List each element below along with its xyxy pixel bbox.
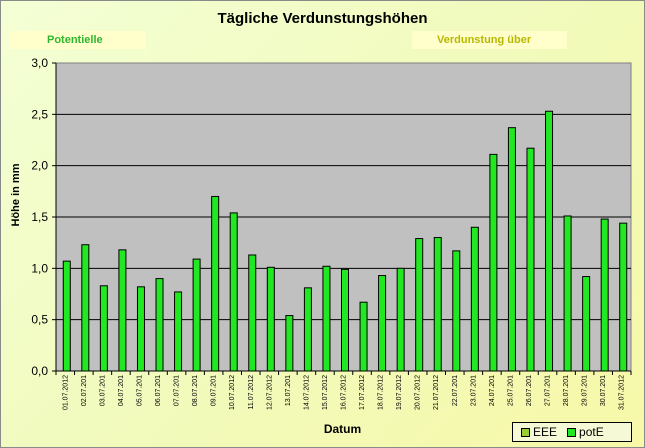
x-tick-label: 07.07.201 [174, 375, 181, 406]
x-tick-label: 15.07.2012 [322, 375, 329, 410]
note-potentielle: Potentielle [9, 31, 146, 49]
bar-pote [619, 222, 628, 372]
legend-item-eee: EEE [521, 425, 557, 439]
bar-pote [136, 286, 145, 372]
legend-item-pote: potE [567, 425, 604, 439]
x-tick-label: 26.07.201 [526, 375, 533, 406]
x-tick-label: 16.07.2012 [341, 375, 348, 410]
bar-pote [192, 258, 201, 372]
bar-pote [396, 267, 405, 372]
bar-pote [470, 226, 479, 372]
x-tick-label: 21.07.2012 [433, 375, 440, 410]
legend-label-eee: EEE [533, 425, 558, 439]
x-tick-label: 18.07.2012 [378, 375, 385, 410]
x-tick-label: 23.07.201 [470, 375, 477, 406]
bar-pote [415, 238, 424, 372]
x-tick-label: 19.07.2012 [396, 375, 403, 410]
bar-pote [81, 244, 90, 372]
bar-pote [489, 153, 498, 372]
y-axis-label: Höhe in mm [10, 163, 22, 227]
y-tick-label: 2,0 [31, 159, 48, 173]
bar-pote [507, 127, 516, 372]
x-tick-label: 28.07.201 [563, 375, 570, 406]
bar-pote [174, 291, 183, 372]
bar-pote [62, 260, 71, 372]
x-tick-label: 05.07.201 [136, 375, 143, 406]
x-tick-label: 03.07.201 [99, 375, 106, 406]
x-tick-label: 09.07.201 [211, 375, 218, 406]
bar-pote [118, 249, 127, 372]
x-tick-label: 30.07.201 [600, 375, 607, 406]
x-tick-label: 14.07.2012 [303, 375, 310, 410]
x-tick-label: 27.07.201 [545, 375, 552, 406]
bar-pote [378, 275, 387, 372]
legend-swatch-eee [521, 427, 530, 437]
bar-pote [322, 265, 331, 372]
chart-title: Tägliche Verdunstungshöhen [217, 10, 428, 27]
bar-pote [600, 218, 609, 372]
x-tick-label: 08.07.201 [192, 375, 199, 406]
legend-swatch-pote [567, 427, 577, 437]
x-tick-label: 24.07.201 [489, 375, 496, 406]
bar-pote [266, 266, 275, 372]
x-tick-label: 10.07.2012 [229, 375, 236, 410]
bar-pote [433, 237, 442, 372]
y-tick-label: 1,0 [31, 261, 48, 275]
x-tick-label: 20.07.2012 [415, 375, 422, 410]
x-tick-label: 06.07.201 [155, 375, 162, 406]
bar-pote [285, 315, 294, 372]
bar-pote [211, 195, 220, 372]
bar-pote [303, 287, 312, 372]
x-axis-label: Datum [323, 422, 362, 436]
bar-pote [452, 250, 461, 372]
legend: EEE potE [512, 422, 632, 442]
bar-pote [359, 301, 368, 372]
x-tick-label: 02.07.201 [81, 375, 88, 406]
y-tick-label: 0,0 [31, 364, 48, 378]
bar-pote [582, 276, 591, 372]
x-tick-label: 31.07.2012 [619, 375, 626, 410]
bar-pote [99, 285, 108, 372]
legend-label-pote: potE [579, 425, 604, 439]
y-tick-label: 3,0 [31, 56, 48, 70]
x-tick-label: 04.07.201 [118, 375, 125, 406]
bar-pote [526, 147, 535, 372]
bar-pote [248, 254, 257, 372]
bar-pote [229, 212, 238, 372]
bar-pote [545, 110, 554, 372]
x-tick-label: 11.07.2012 [248, 375, 255, 410]
note-verdunstung: Verdunstung über [412, 31, 567, 49]
x-tick-label: 22.07.201 [452, 375, 459, 406]
x-tick-label: 17.07.2012 [359, 375, 366, 410]
bar-pote [155, 278, 164, 372]
x-tick-label: 01.07.2012 [62, 375, 69, 410]
y-tick-label: 0,5 [31, 313, 48, 327]
x-tick-label: 13.07.201 [285, 375, 292, 406]
x-tick-label: 12.07.2012 [266, 375, 273, 410]
y-tick-label: 1,5 [31, 210, 48, 224]
y-tick-label: 2,5 [31, 107, 48, 121]
bar-pote [563, 215, 572, 372]
bar-pote [341, 268, 349, 372]
x-tick-label: 29.07.201 [582, 375, 589, 406]
x-tick-label: 25.07.201 [507, 375, 514, 406]
